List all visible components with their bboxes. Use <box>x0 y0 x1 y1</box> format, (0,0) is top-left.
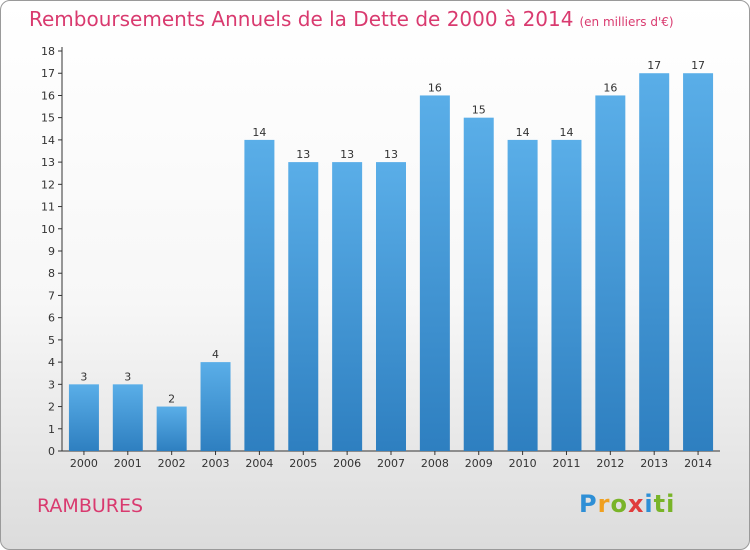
x-tick-label: 2012 <box>596 457 624 470</box>
bar <box>112 384 143 451</box>
bar <box>332 162 363 451</box>
x-tick-label: 2010 <box>509 457 537 470</box>
bar-value-label: 16 <box>603 81 617 94</box>
y-tick-label: 5 <box>48 334 55 347</box>
bar <box>595 95 626 451</box>
y-tick-label: 2 <box>48 401 55 414</box>
bar-value-label: 17 <box>691 59 705 72</box>
x-tick-label: 2013 <box>640 457 668 470</box>
bar-value-label: 3 <box>124 370 131 383</box>
bar-value-label: 14 <box>252 126 266 139</box>
x-tick-label: 2001 <box>114 457 142 470</box>
bar <box>68 384 99 451</box>
x-tick-label: 2006 <box>333 457 361 470</box>
bar <box>551 139 582 451</box>
x-tick-label: 2000 <box>70 457 98 470</box>
bar <box>419 95 450 451</box>
bar <box>507 139 538 451</box>
y-tick-label: 17 <box>41 67 55 80</box>
y-tick-label: 3 <box>48 378 55 391</box>
commune-name: RAMBURES <box>37 495 144 517</box>
bar-value-label: 14 <box>559 126 573 139</box>
chart-title-text: Remboursements Annuels de la Dette de 20… <box>29 7 574 31</box>
y-tick-label: 10 <box>41 223 55 236</box>
y-tick-label: 13 <box>41 156 55 169</box>
bar-value-label: 14 <box>516 126 530 139</box>
y-tick-label: 7 <box>48 289 55 302</box>
y-tick-label: 9 <box>48 245 55 258</box>
chart-title: Remboursements Annuels de la Dette de 20… <box>29 7 674 31</box>
y-tick-label: 8 <box>48 267 55 280</box>
bar-value-label: 17 <box>647 59 661 72</box>
bar-value-label: 15 <box>472 104 486 117</box>
bar-value-label: 13 <box>296 148 310 161</box>
proxiti-logo: Proxiti <box>579 490 676 518</box>
bar-value-label: 16 <box>428 81 442 94</box>
y-tick-label: 12 <box>41 178 55 191</box>
y-tick-label: 14 <box>41 134 55 147</box>
bar <box>288 162 319 451</box>
bar <box>376 162 406 451</box>
y-tick-label: 0 <box>48 445 55 458</box>
y-tick-label: 1 <box>48 423 55 436</box>
bar-value-label: 3 <box>80 370 87 383</box>
bar <box>244 139 275 451</box>
x-tick-label: 2011 <box>552 457 580 470</box>
x-tick-label: 2005 <box>289 457 317 470</box>
y-tick-label: 15 <box>41 112 55 125</box>
x-tick-label: 2003 <box>202 457 230 470</box>
y-tick-label: 16 <box>41 89 55 102</box>
bar-value-label: 2 <box>168 393 175 406</box>
x-tick-label: 2002 <box>158 457 186 470</box>
x-tick-label: 2004 <box>245 457 273 470</box>
x-tick-label: 2009 <box>465 457 493 470</box>
bar <box>683 73 714 451</box>
y-tick-label: 6 <box>48 312 55 325</box>
bar-value-label: 13 <box>340 148 354 161</box>
x-tick-label: 2008 <box>421 457 449 470</box>
bar <box>156 406 187 451</box>
bar <box>200 362 231 451</box>
bar-value-label: 13 <box>384 148 398 161</box>
y-tick-label: 4 <box>48 356 55 369</box>
y-tick-label: 11 <box>41 201 55 214</box>
y-tick-label: 18 <box>41 45 55 58</box>
chart-unit: (en milliers d'€) <box>579 15 674 29</box>
bar <box>639 73 670 451</box>
x-tick-label: 2007 <box>377 457 405 470</box>
bar <box>463 117 494 452</box>
x-tick-label: 2014 <box>684 457 712 470</box>
bar-value-label: 4 <box>212 348 219 361</box>
